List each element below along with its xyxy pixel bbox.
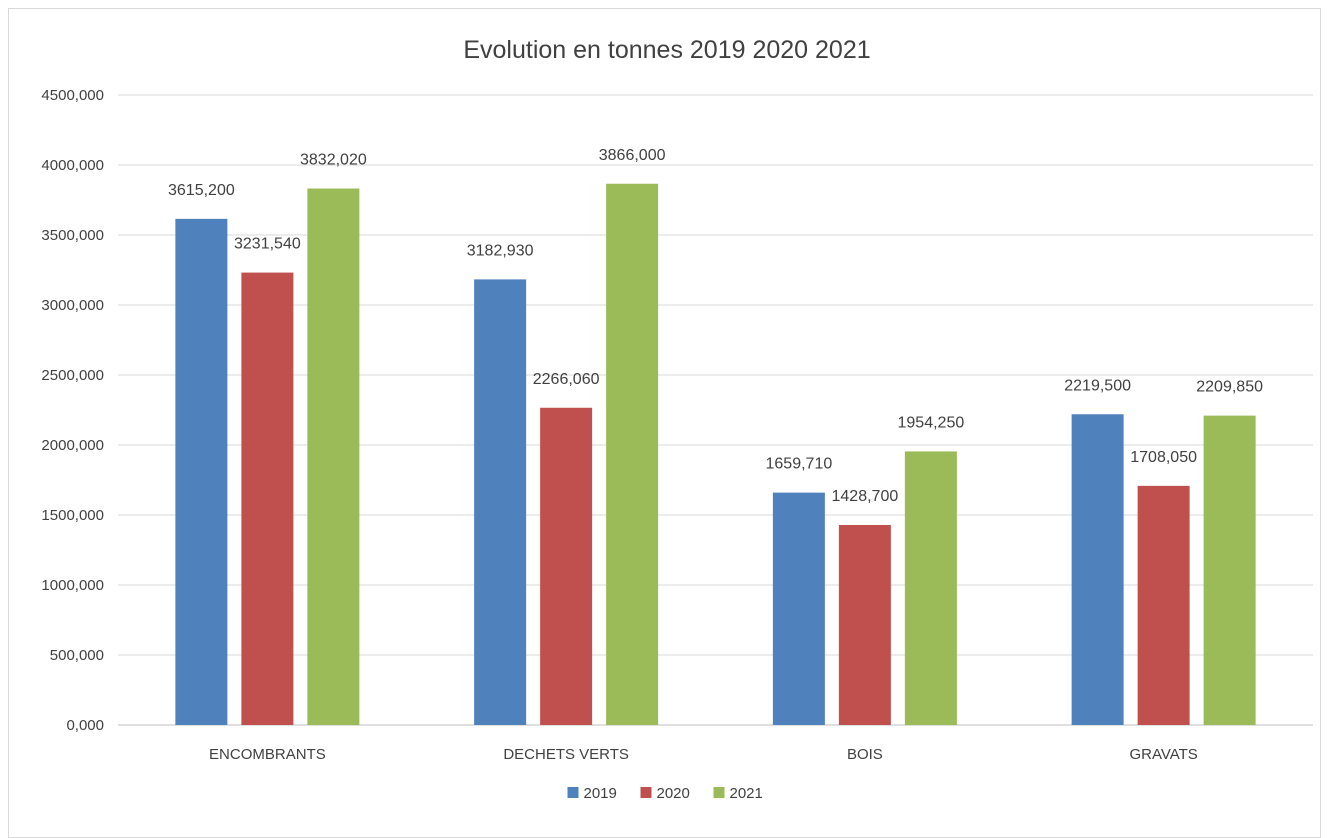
y-tick-label: 1000,000	[41, 577, 104, 594]
x-category-label: ENCOMBRANTS	[209, 746, 326, 763]
bar-2021[interactable]	[307, 188, 360, 725]
data-label-2019: 3615,200	[168, 182, 235, 199]
bar-2021[interactable]	[1203, 415, 1256, 725]
data-label-2021: 1954,250	[898, 414, 965, 431]
y-tick-label: 1500,000	[41, 507, 104, 524]
data-label-2020: 3231,540	[234, 236, 301, 253]
data-label-2020: 1428,700	[832, 488, 899, 505]
legend[interactable]: 2019 2020 2021	[567, 785, 763, 802]
x-category-label: DECHETS VERTS	[503, 746, 629, 763]
gridlines	[118, 94, 1313, 726]
bar-2019[interactable]	[772, 492, 825, 725]
data-label-2021: 3832,020	[300, 152, 367, 169]
legend-label-2021: 2021	[730, 785, 763, 802]
data-label-2019: 3182,930	[467, 242, 534, 259]
y-tick-label: 4000,000	[41, 157, 104, 174]
x-axis-categories: ENCOMBRANTS DECHETS VERTS BOIS GRAVATS	[209, 746, 1198, 763]
bar-2021[interactable]	[904, 451, 957, 725]
y-tick-label: 0,000	[66, 717, 104, 734]
legend-label-2019: 2019	[584, 785, 617, 802]
y-tick-label: 3500,000	[41, 227, 104, 244]
bar-2019[interactable]	[175, 218, 228, 725]
bar-2021[interactable]	[606, 183, 659, 725]
bar-2020[interactable]	[540, 407, 593, 725]
legend-swatch-2020	[640, 787, 652, 798]
legend-label-2020: 2020	[657, 785, 690, 802]
data-labels: 3615,200 3231,540 3832,020 3182,930 2266,060…	[168, 147, 1263, 505]
y-axis-ticks: 0,000 500,000 1000,000 1500,000 2000,000 2500…	[41, 87, 104, 734]
data-label-2019: 1659,710	[766, 456, 833, 473]
data-label-2021: 3866,000	[599, 147, 666, 164]
x-category-label: GRAVATS	[1129, 746, 1197, 763]
data-label-2020: 2266,060	[533, 371, 600, 388]
bar-2019[interactable]	[474, 279, 527, 725]
data-label-2019: 2219,500	[1064, 377, 1131, 394]
x-category-label: BOIS	[847, 746, 883, 763]
chart-title: Evolution en tonnes 2019 2020 2021	[463, 36, 870, 64]
y-tick-label: 2000,000	[41, 437, 104, 454]
bar-2020[interactable]	[241, 272, 294, 725]
y-tick-label: 2500,000	[41, 367, 104, 384]
data-label-2021: 2209,850	[1196, 379, 1263, 396]
legend-swatch-2021	[713, 787, 725, 798]
legend-swatch-2019	[567, 787, 579, 798]
y-tick-label: 500,000	[50, 647, 104, 664]
y-tick-label: 4500,000	[41, 87, 104, 104]
bar-2020[interactable]	[1137, 485, 1190, 725]
bar-2020[interactable]	[838, 524, 891, 725]
data-label-2020: 1708,050	[1130, 449, 1197, 466]
y-tick-label: 3000,000	[41, 297, 104, 314]
bars	[175, 183, 1256, 725]
bar-2019[interactable]	[1071, 414, 1124, 725]
